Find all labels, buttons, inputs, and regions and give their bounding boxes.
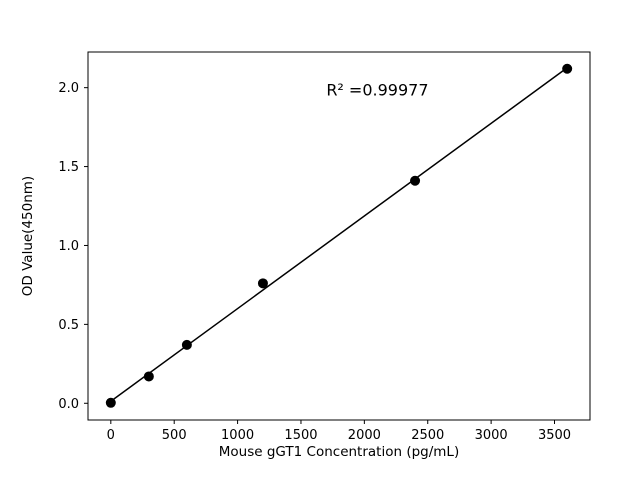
y-tick-label: 0.0	[58, 397, 79, 412]
axes-spines	[87, 51, 591, 421]
y-tick-label: 1.5	[58, 160, 79, 175]
fit-line	[110, 67, 568, 402]
data-point	[143, 371, 154, 382]
x-tick-label: 2000	[348, 428, 381, 443]
data-point	[257, 278, 268, 289]
data-point	[562, 63, 573, 74]
x-axis-label: Mouse gGT1 Concentration (pg/mL)	[219, 444, 459, 460]
data-point	[105, 397, 116, 408]
y-tick-label: 2.0	[58, 81, 79, 96]
x-tick-label: 3000	[475, 428, 508, 443]
y-tick-label: 1.0	[58, 239, 79, 254]
x-tick-label: 3500	[538, 428, 571, 443]
data-point	[181, 339, 192, 350]
x-tick-label: 500	[162, 428, 187, 443]
data-point	[410, 175, 421, 186]
chart-geometry: 0 500 1000 1500 2000 2500 3000 3500 0.0 0.5 1.0 1.5…	[58, 51, 591, 443]
y-axis-label: OD Value(450nm)	[20, 176, 36, 296]
y-tick-label: 0.5	[58, 318, 79, 333]
x-tick-label: 2500	[411, 428, 444, 443]
x-tick-label: 1500	[284, 428, 317, 443]
x-tick-label: 1000	[221, 428, 254, 443]
x-tick-label: 0	[107, 428, 115, 443]
r-squared-annotation: R² =0.99977	[326, 81, 428, 100]
